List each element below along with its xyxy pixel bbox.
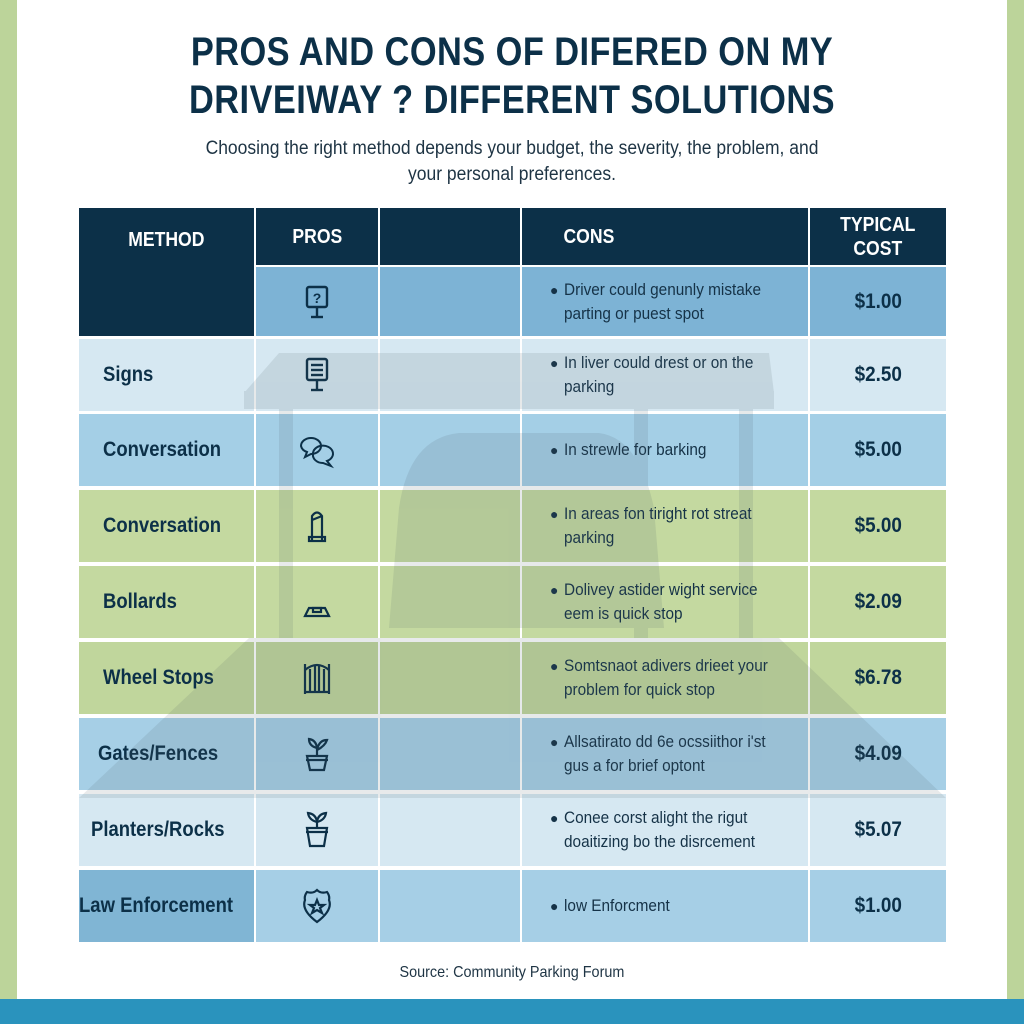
method-cell: Wheel Stops: [79, 642, 254, 714]
bottom-accent-bar: [0, 999, 1024, 1024]
chat-bubbles-icon: [256, 414, 378, 486]
sign-board-icon: [256, 339, 378, 411]
subtitle-line-1: Choosing the right method depends your b…: [205, 138, 819, 159]
header-typical-cost: TYPICAL COST: [810, 208, 946, 265]
source-caption: Source: Community Parking Forum: [399, 964, 625, 981]
title-line-1: PROS AND CONS OF DIFERED ON MY: [190, 30, 834, 74]
bullet-icon: ●: [550, 355, 559, 371]
pros-cell: [380, 642, 520, 714]
cons-cell: ● Somtsnaot adivers drieet your problem f…: [522, 642, 808, 714]
header-pros-extra: [380, 208, 520, 265]
cost-cell: $6.78: [810, 642, 946, 714]
header-pros: PROS: [256, 208, 378, 265]
subtitle-line-2: your personal preferences.: [408, 164, 616, 185]
cost-cell: $5.00: [810, 414, 946, 486]
pros-cell: [380, 718, 520, 790]
cost-cell: $2.09: [810, 566, 946, 638]
pros-cell: [380, 267, 520, 336]
subtitle: Choosing the right method depends your b…: [170, 136, 854, 188]
cons-cell: ● In areas fon tiright rot streat parking: [522, 490, 808, 562]
bullet-icon: ●: [550, 506, 559, 522]
cost-cell: $1.00: [810, 870, 946, 942]
plant-pot-icon: [256, 718, 378, 790]
bullet-icon: ●: [550, 734, 559, 750]
cons-cell: ● In liver could drest or on the parking: [522, 339, 808, 411]
cost-cell: $2.50: [810, 339, 946, 411]
page-title: PROS AND CONS OF DIFERED ON MY DRIVEIWAY…: [72, 28, 953, 124]
method-cell: Gates/Fences: [79, 718, 254, 790]
method-cell: Law Enforcement: [79, 870, 254, 942]
svg-text:?: ?: [313, 290, 322, 306]
method-cell: Planters/Rocks: [79, 794, 254, 866]
bullet-icon: ●: [550, 810, 559, 826]
left-border-strip: [0, 0, 17, 1000]
method-cell: Signs: [79, 339, 254, 411]
bullet-icon: ●: [550, 658, 559, 674]
comparison-table: METHOD PROS CONS TYPICAL COST ? ● Driver c…: [79, 208, 946, 943]
pros-cell: [380, 490, 520, 562]
sign-question-icon: ?: [256, 267, 378, 336]
method-cell: Conversation: [79, 490, 254, 562]
bullet-icon: ●: [550, 281, 559, 298]
header-method: METHOD: [79, 208, 254, 336]
cons-cell: ● Conee corst alight the rigut doaitizing…: [522, 794, 808, 866]
cost-cell: $1.00: [810, 267, 946, 336]
right-border-strip: [1007, 0, 1024, 1000]
pros-cell: [380, 339, 520, 411]
cost-cell: $5.07: [810, 794, 946, 866]
planter-icon: [256, 794, 378, 866]
pros-cell: [380, 566, 520, 638]
cons-cell: ● Dolivey astider wight service eem is qu…: [522, 566, 808, 638]
police-badge-icon: [256, 870, 378, 942]
cons-cell: ● Allsatirato dd 6e ocssiithor i'st gus a…: [522, 718, 808, 790]
bullet-icon: ●: [550, 442, 559, 458]
header-cons: CONS: [522, 208, 808, 265]
pros-cell: [380, 414, 520, 486]
bollard-icon: [256, 490, 378, 562]
method-cell: Bollards: [79, 566, 254, 638]
title-line-2: DRIVEIWAY ? DIFFERENT SOLUTIONS: [189, 78, 835, 122]
cons-cell: ● low Enforcment: [522, 870, 808, 942]
method-cell: Conversation: [79, 414, 254, 486]
cons-cell: ● Driver could genunly mistake parting or…: [522, 267, 808, 336]
wheel-stop-icon: [256, 566, 378, 638]
bullet-icon: ●: [550, 582, 559, 598]
pros-cell: [380, 870, 520, 942]
cons-cell: ● In strewle for barking: [522, 414, 808, 486]
bullet-icon: ●: [550, 898, 559, 914]
cost-cell: $4.09: [810, 718, 946, 790]
pros-cell: [380, 794, 520, 866]
gate-icon: [256, 642, 378, 714]
cost-cell: $5.00: [810, 490, 946, 562]
